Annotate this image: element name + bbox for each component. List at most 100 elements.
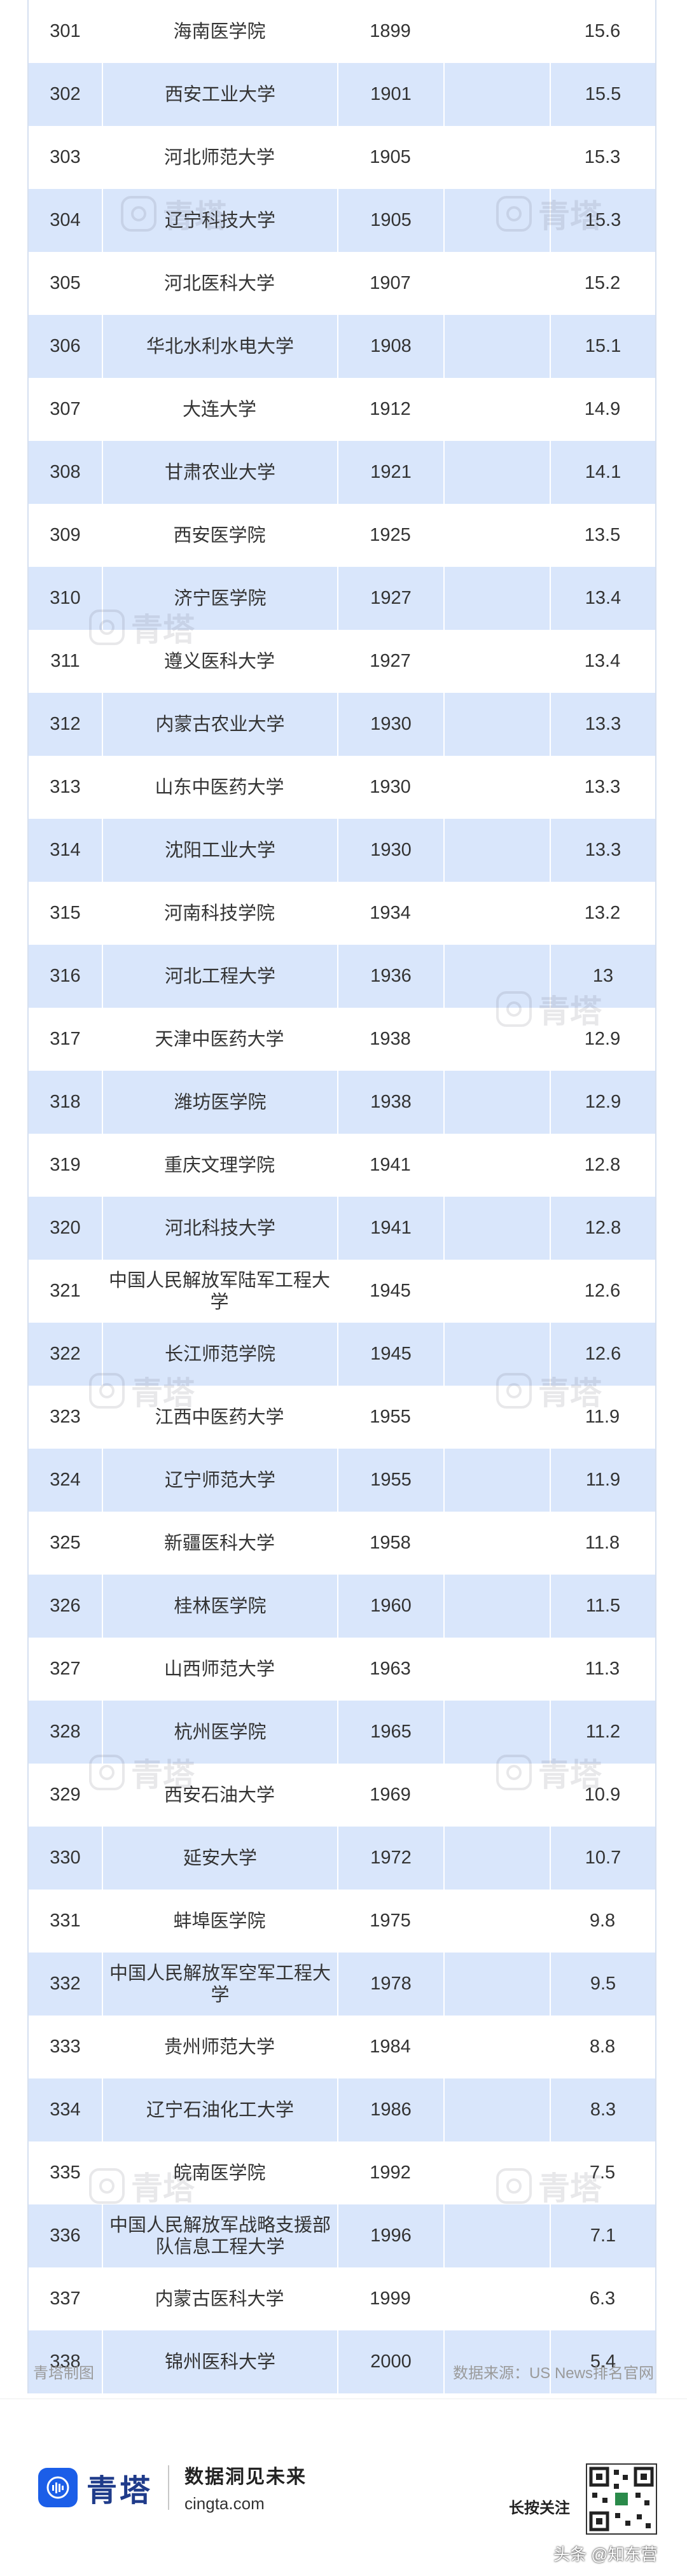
score-cell: 7.5 <box>589 2162 616 2183</box>
blank-cell <box>443 756 550 819</box>
year-cell: 1908 <box>337 315 443 378</box>
footnote: 青塔制图 数据来源：US News排名官网 <box>33 2360 654 2383</box>
name-cell: 大连大学 <box>182 399 256 420</box>
name-cell: 华北水利水电大学 <box>102 315 337 378</box>
score-cell: 11.9 <box>550 1449 655 1512</box>
qr-code-icon[interactable] <box>586 2463 657 2535</box>
rank-cell: 326 <box>50 1596 81 1616</box>
blank-cell <box>443 189 550 252</box>
table-row: 303 河北师范大学 1905 15.3 <box>29 126 655 189</box>
rank-cell: 320 <box>50 1218 81 1238</box>
rank-cell: 325 <box>50 1533 81 1553</box>
blank-cell <box>443 126 550 189</box>
name-cell: 中国人民解放军空军工程大学 <box>102 1953 337 2016</box>
table-row: 316 河北工程大学 1936 13 <box>29 945 655 1008</box>
name-cell: 桂林医学院 <box>102 1575 337 1638</box>
rank-cell: 313 <box>50 777 81 797</box>
score-cell: 11.3 <box>585 1659 620 1679</box>
score-cell: 11.2 <box>550 1701 655 1764</box>
table-row: 305 河北医科大学 1907 15.2 <box>29 252 655 315</box>
year-cell: 1941 <box>337 1197 443 1260</box>
brand-site-link[interactable]: cingta.com <box>184 2494 265 2513</box>
table-row: 327 山西师范大学 1963 11.3 <box>29 1638 655 1701</box>
name-cell: 贵州师范大学 <box>163 2036 275 2057</box>
year-cell: 1955 <box>337 1449 443 1512</box>
table-row: 312 内蒙古农业大学 1930 13.3 <box>29 693 655 756</box>
table-row: 313 山东中医药大学 1930 13.3 <box>29 756 655 819</box>
table-row: 332 中国人民解放军空军工程大学 1978 9.5 <box>29 1953 655 2016</box>
table-row: 337 内蒙古医科大学 1999 6.3 <box>29 2267 655 2330</box>
year-cell: 1963 <box>370 1659 411 1679</box>
score-cell: 13.3 <box>550 819 655 882</box>
rank-cell: 315 <box>50 903 81 923</box>
score-cell: 15.6 <box>584 21 621 41</box>
year-cell: 1938 <box>337 1071 443 1134</box>
name-cell: 潍坊医学院 <box>102 1071 337 1134</box>
score-cell: 11.9 <box>585 1407 620 1427</box>
name-cell: 辽宁师范大学 <box>102 1449 337 1512</box>
footnote-source: 数据来源：US News排名官网 <box>452 2365 654 2382</box>
table-row: 333 贵州师范大学 1984 8.8 <box>29 2016 655 2078</box>
year-cell: 1905 <box>370 147 411 167</box>
score-cell: 12.6 <box>550 1323 655 1386</box>
score-cell: 14.1 <box>550 441 655 504</box>
blank-cell <box>443 2078 550 2141</box>
name-cell: 长江师范学院 <box>102 1323 337 1386</box>
blank-cell <box>443 2204 550 2267</box>
year-cell: 1912 <box>370 399 411 419</box>
name-cell: 西安医学院 <box>173 525 266 546</box>
year-cell: 1899 <box>370 21 411 41</box>
rank-cell: 317 <box>50 1029 81 1049</box>
name-cell: 山西师范大学 <box>163 1659 275 1680</box>
year-cell: 1930 <box>337 693 443 756</box>
rank-cell: 310 <box>50 588 81 608</box>
blank-cell <box>443 945 550 1008</box>
table-row: 334 辽宁石油化工大学 1986 8.3 <box>29 2078 655 2141</box>
score-cell: 12.6 <box>584 1281 621 1301</box>
score-cell: 13 <box>550 945 655 1008</box>
brand-separator <box>168 2465 170 2510</box>
name-cell: 天津中医药大学 <box>155 1029 284 1050</box>
name-cell: 河北师范大学 <box>163 147 275 168</box>
blank-cell <box>443 1134 550 1197</box>
year-cell: 1945 <box>337 1323 443 1386</box>
table-row: 336 中国人民解放军战略支援部队信息工程大学 1996 7.1 <box>29 2204 655 2267</box>
score-cell: 13.3 <box>584 777 621 797</box>
blank-cell <box>443 693 550 756</box>
table-row: 326 桂林医学院 1960 11.5 <box>29 1575 655 1638</box>
name-cell: 重庆文理学院 <box>163 1155 275 1176</box>
score-cell: 13.4 <box>550 567 655 630</box>
blank-cell <box>443 1323 550 1386</box>
name-cell: 河南科技学院 <box>163 903 275 924</box>
rank-cell: 332 <box>50 1974 81 1994</box>
name-cell: 河北工程大学 <box>102 945 337 1008</box>
table-row: 338 锦州医科大学 2000 5.4 <box>29 2330 655 2393</box>
blank-cell <box>443 504 550 567</box>
brand-logo-icon <box>38 2467 78 2507</box>
year-cell: 1930 <box>337 819 443 882</box>
blank-cell <box>443 2141 550 2204</box>
year-cell: 1992 <box>370 2162 411 2183</box>
year-cell: 1936 <box>337 945 443 1008</box>
year-cell: 1925 <box>370 525 411 545</box>
name-cell: 辽宁石油化工大学 <box>102 2078 337 2141</box>
rank-cell: 328 <box>50 1722 81 1742</box>
blank-cell <box>443 252 550 315</box>
blank-cell <box>443 1512 550 1575</box>
rank-cell: 304 <box>50 210 81 230</box>
year-cell: 1927 <box>337 567 443 630</box>
name-cell: 济宁医学院 <box>102 567 337 630</box>
year-cell: 1960 <box>337 1575 443 1638</box>
score-cell: 13.5 <box>584 525 621 545</box>
blank-cell <box>443 2016 550 2078</box>
blank-cell <box>443 819 550 882</box>
rank-cell: 337 <box>50 2288 81 2309</box>
name-cell: 内蒙古医科大学 <box>155 2288 284 2309</box>
year-cell: 1930 <box>370 777 411 797</box>
name-cell: 辽宁科技大学 <box>102 189 337 252</box>
score-cell: 9.5 <box>550 1953 655 2016</box>
ranking-table: 301 海南医学院 1899 15.6 302 西安工业大学 1901 15.5 303 河北师范… <box>27 0 656 2393</box>
rank-cell: 307 <box>50 399 81 419</box>
score-cell: 8.3 <box>550 2078 655 2141</box>
score-cell: 15.2 <box>584 273 621 293</box>
